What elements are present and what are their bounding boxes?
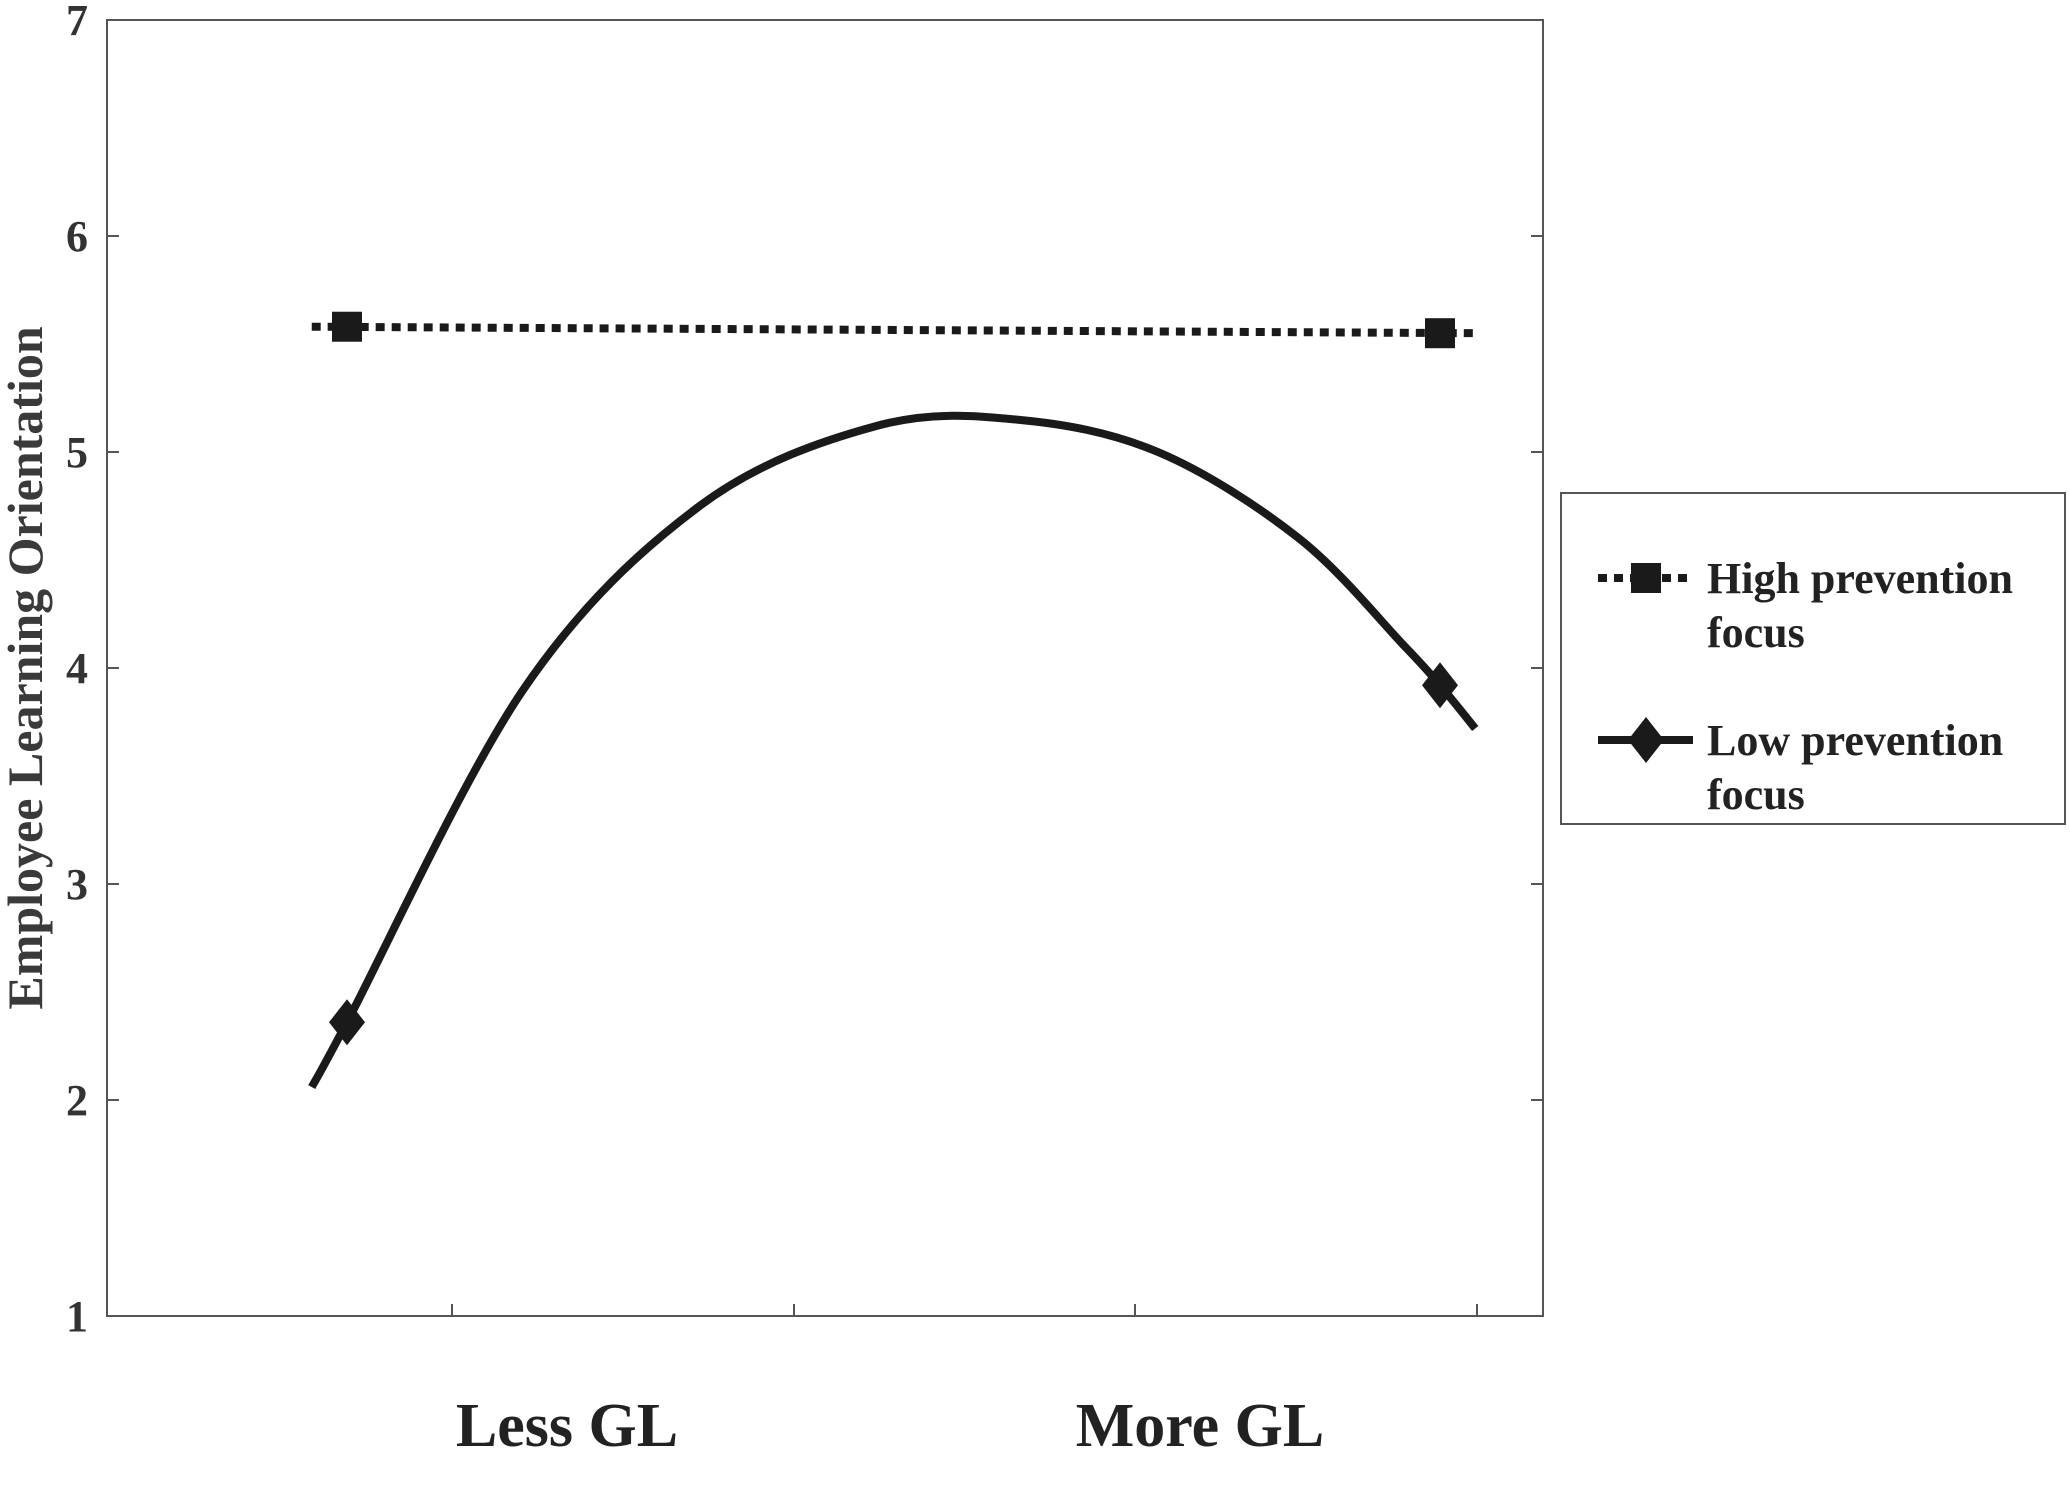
legend: High prevention focus Low prevention focus <box>1560 492 2066 825</box>
legend-swatch-marker <box>1631 563 1661 593</box>
data-point-marker <box>329 999 365 1046</box>
x-category-label: Less GL <box>456 1392 678 1460</box>
legend-label: Low prevention <box>1707 716 2003 765</box>
series-line <box>308 411 1479 1089</box>
series-layer <box>308 311 1479 1089</box>
legend-box <box>1560 492 2066 825</box>
data-point-marker <box>1422 662 1458 709</box>
plot-frame <box>106 19 1544 1317</box>
y-tick-label: 1 <box>66 1292 88 1341</box>
legend-entry: Low prevention focus <box>1598 716 2003 819</box>
y-axis-title: Employee Learning Orientation <box>0 326 53 1009</box>
y-tick-label: 4 <box>66 644 88 693</box>
y-axis: 1 2 3 4 5 6 7 <box>66 0 1543 1341</box>
legend-label-cont: focus <box>1707 608 1805 657</box>
data-point-marker <box>332 311 362 342</box>
y-tick-label: 3 <box>66 860 88 909</box>
x-category-label: More GL <box>1076 1392 1325 1460</box>
legend-swatch-marker <box>1628 717 1664 763</box>
legend-label-cont: focus <box>1707 770 1805 819</box>
series-high-prevention-focus <box>311 311 1476 349</box>
series-line <box>311 322 1476 338</box>
series-low-prevention-focus <box>308 411 1479 1089</box>
legend-entry: High prevention focus <box>1598 554 2013 657</box>
y-tick-label: 5 <box>66 428 88 477</box>
y-tick-label: 7 <box>66 0 88 45</box>
data-point-marker <box>1425 318 1455 349</box>
legend-label: High prevention <box>1707 554 2013 603</box>
y-tick-label: 6 <box>66 212 88 261</box>
y-tick-label: 2 <box>66 1076 88 1125</box>
x-axis: Less GL More GL <box>451 1304 1478 1460</box>
